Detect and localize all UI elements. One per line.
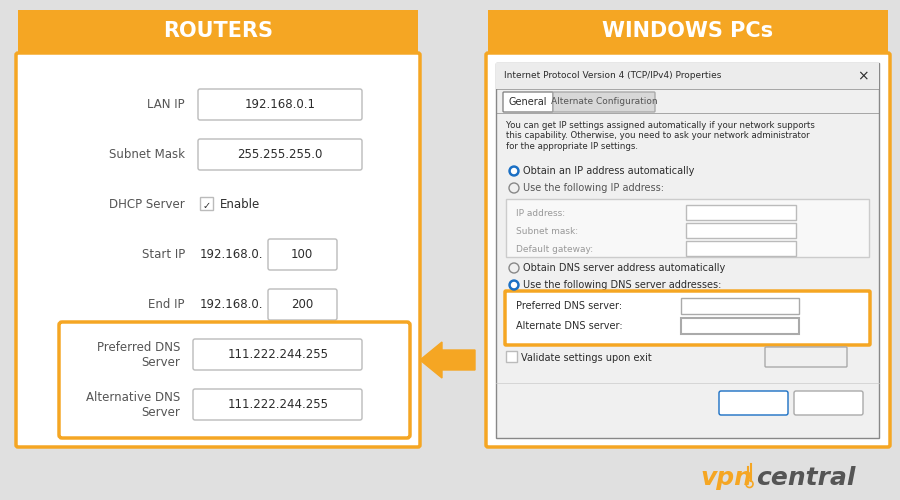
FancyBboxPatch shape	[193, 389, 362, 420]
Text: .  .  .: . . .	[729, 208, 752, 218]
Text: LAN IP: LAN IP	[148, 98, 185, 112]
FancyBboxPatch shape	[681, 318, 799, 334]
FancyBboxPatch shape	[193, 339, 362, 370]
FancyBboxPatch shape	[268, 239, 337, 270]
Text: DHCP Server: DHCP Server	[109, 198, 185, 211]
Text: Obtain DNS server address automatically: Obtain DNS server address automatically	[523, 263, 725, 273]
Circle shape	[509, 280, 519, 290]
Text: 111.222.244.255: 111.222.244.255	[228, 398, 328, 411]
Text: Obtain an IP address automatically: Obtain an IP address automatically	[523, 166, 695, 176]
FancyBboxPatch shape	[198, 89, 362, 120]
Text: 255.255.255.0: 255.255.255.0	[238, 148, 323, 162]
Text: Alternate DNS server:: Alternate DNS server:	[516, 321, 623, 331]
Text: vpn: vpn	[700, 466, 752, 490]
FancyBboxPatch shape	[553, 92, 655, 112]
Circle shape	[511, 168, 517, 173]
Text: Default gateway:: Default gateway:	[516, 244, 593, 254]
FancyBboxPatch shape	[506, 351, 517, 362]
Text: Preferred DNS
Server: Preferred DNS Server	[96, 341, 180, 369]
Text: 192.168.0.1: 192.168.0.1	[245, 98, 316, 112]
Text: End IP: End IP	[148, 298, 185, 312]
Text: Use the following IP address:: Use the following IP address:	[523, 183, 664, 193]
FancyBboxPatch shape	[686, 241, 796, 256]
Text: 111 . 222 . 244 . 255: 111 . 222 . 244 . 255	[697, 302, 783, 310]
Circle shape	[511, 282, 517, 288]
Text: 200: 200	[291, 298, 313, 312]
Text: 111 . 222 . 244 . 255: 111 . 222 . 244 . 255	[697, 322, 783, 330]
FancyBboxPatch shape	[719, 391, 788, 415]
Text: Enable: Enable	[220, 198, 260, 211]
FancyBboxPatch shape	[16, 53, 420, 447]
Text: You can get IP settings assigned automatically if your network supports
this cap: You can get IP settings assigned automat…	[506, 121, 814, 151]
Text: .  .  .: . . .	[729, 244, 752, 254]
Circle shape	[509, 166, 519, 176]
FancyBboxPatch shape	[765, 347, 847, 367]
FancyBboxPatch shape	[505, 291, 870, 345]
Text: central: central	[756, 466, 856, 490]
Text: Cancel: Cancel	[809, 398, 847, 408]
Text: IP address:: IP address:	[516, 208, 565, 218]
Text: Alternate Configuration: Alternate Configuration	[551, 98, 657, 106]
FancyBboxPatch shape	[198, 139, 362, 170]
Text: 111.222.244.255: 111.222.244.255	[228, 348, 328, 362]
Text: Subnet mask:: Subnet mask:	[516, 226, 578, 235]
Text: ROUTERS: ROUTERS	[163, 21, 273, 41]
Text: .  .  .: . . .	[729, 226, 752, 235]
FancyBboxPatch shape	[686, 223, 796, 238]
Text: 100: 100	[291, 248, 313, 262]
FancyBboxPatch shape	[488, 10, 888, 52]
Text: ×: ×	[858, 69, 869, 83]
FancyBboxPatch shape	[503, 92, 553, 112]
Text: Start IP: Start IP	[142, 248, 185, 262]
Text: Validate settings upon exit: Validate settings upon exit	[521, 353, 652, 363]
Text: Alternative DNS
Server: Alternative DNS Server	[86, 391, 180, 419]
Text: General: General	[508, 97, 547, 107]
FancyBboxPatch shape	[496, 63, 879, 438]
Text: WINDOWS PCs: WINDOWS PCs	[602, 21, 774, 41]
FancyBboxPatch shape	[268, 289, 337, 320]
FancyBboxPatch shape	[486, 53, 890, 447]
FancyBboxPatch shape	[794, 391, 863, 415]
Text: Advanced...: Advanced...	[778, 353, 834, 363]
FancyBboxPatch shape	[506, 199, 869, 257]
FancyArrow shape	[420, 342, 475, 378]
Text: Preferred DNS server:: Preferred DNS server:	[516, 301, 622, 311]
Text: 192.168.0.: 192.168.0.	[200, 298, 264, 312]
FancyBboxPatch shape	[686, 205, 796, 220]
FancyBboxPatch shape	[200, 197, 213, 210]
Text: Use the following DNS server addresses:: Use the following DNS server addresses:	[523, 280, 722, 290]
Text: OK: OK	[745, 398, 761, 408]
Text: Internet Protocol Version 4 (TCP/IPv4) Properties: Internet Protocol Version 4 (TCP/IPv4) P…	[504, 72, 722, 80]
Text: 192.168.0.: 192.168.0.	[200, 248, 264, 262]
FancyBboxPatch shape	[18, 10, 418, 52]
FancyBboxPatch shape	[681, 298, 799, 314]
Text: Subnet Mask: Subnet Mask	[109, 148, 185, 162]
Text: ✓: ✓	[202, 201, 211, 211]
FancyBboxPatch shape	[59, 322, 410, 438]
FancyBboxPatch shape	[496, 63, 879, 89]
